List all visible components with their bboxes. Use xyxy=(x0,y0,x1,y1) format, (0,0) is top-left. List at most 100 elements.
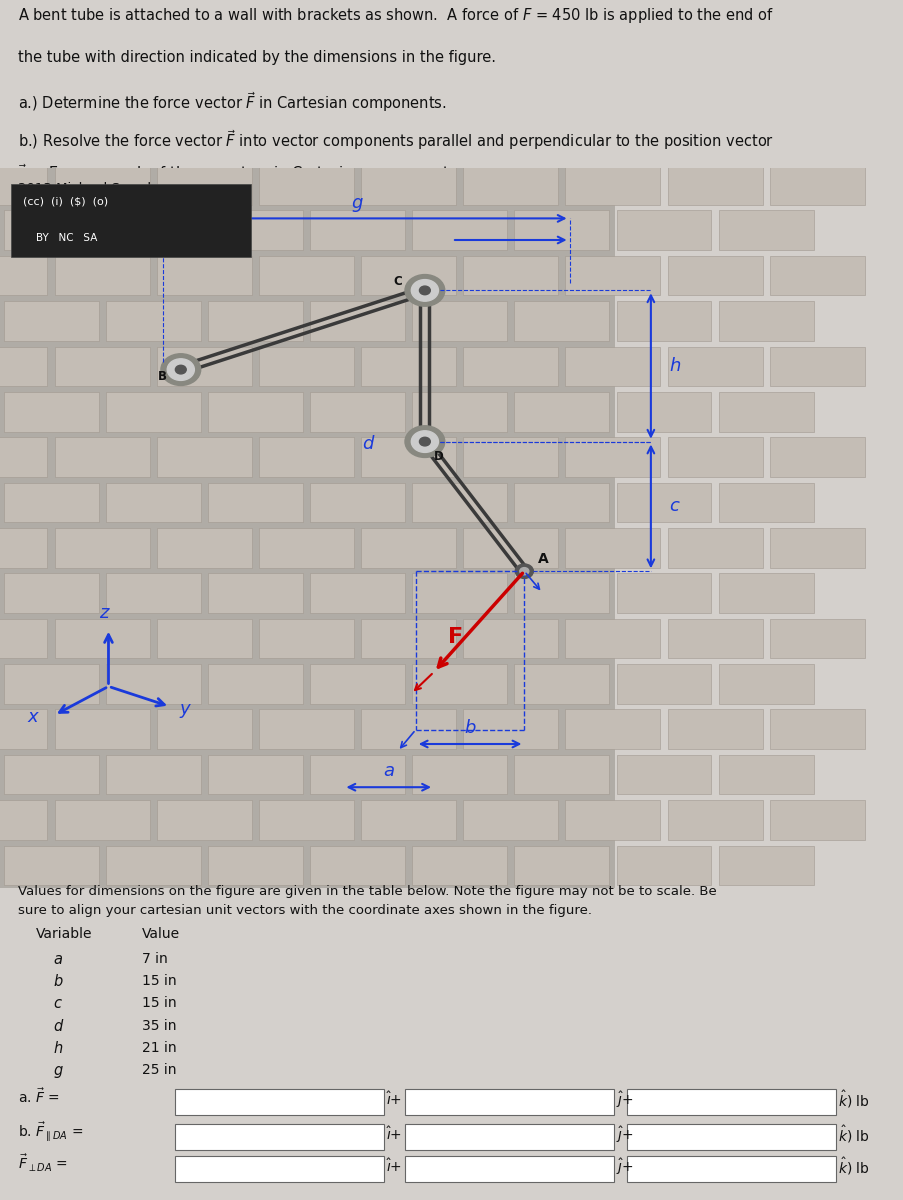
FancyBboxPatch shape xyxy=(208,392,303,432)
Text: 15 in: 15 in xyxy=(142,996,177,1010)
Text: Variable: Variable xyxy=(36,926,92,941)
FancyBboxPatch shape xyxy=(310,755,405,794)
FancyBboxPatch shape xyxy=(4,574,98,613)
Text: (cc)  (i)  ($)  (o): (cc) (i) ($) (o) xyxy=(23,197,107,206)
Text: $\hat{k}$) lb: $\hat{k}$) lb xyxy=(837,1090,869,1110)
FancyBboxPatch shape xyxy=(208,755,303,794)
FancyBboxPatch shape xyxy=(4,29,98,68)
FancyBboxPatch shape xyxy=(667,437,762,476)
FancyBboxPatch shape xyxy=(0,528,48,568)
FancyBboxPatch shape xyxy=(463,166,558,205)
FancyBboxPatch shape xyxy=(208,664,303,703)
FancyBboxPatch shape xyxy=(718,120,813,160)
FancyBboxPatch shape xyxy=(616,846,711,886)
FancyBboxPatch shape xyxy=(565,0,659,23)
FancyBboxPatch shape xyxy=(4,392,98,432)
Text: $a$: $a$ xyxy=(382,762,395,780)
FancyBboxPatch shape xyxy=(361,800,456,840)
FancyBboxPatch shape xyxy=(157,619,251,659)
FancyBboxPatch shape xyxy=(514,301,609,341)
FancyBboxPatch shape xyxy=(718,29,813,68)
Text: b.) Resolve the force vector $\vec{F}$ into vector components parallel and perpe: b.) Resolve the force vector $\vec{F}$ i… xyxy=(18,127,773,151)
FancyBboxPatch shape xyxy=(106,664,200,703)
FancyBboxPatch shape xyxy=(208,210,303,250)
FancyBboxPatch shape xyxy=(106,755,200,794)
FancyBboxPatch shape xyxy=(667,619,762,659)
FancyBboxPatch shape xyxy=(310,482,405,522)
Text: 21 in: 21 in xyxy=(142,1040,177,1055)
Circle shape xyxy=(175,365,186,374)
Text: A bent tube is attached to a wall with brackets as shown.  A force of $F$ = 450 : A bent tube is attached to a wall with b… xyxy=(18,6,773,25)
FancyBboxPatch shape xyxy=(310,392,405,432)
FancyBboxPatch shape xyxy=(361,166,456,205)
Text: g: g xyxy=(53,1063,62,1079)
FancyBboxPatch shape xyxy=(412,210,507,250)
Text: b. $\vec{F}_{\parallel DA}$ =: b. $\vec{F}_{\parallel DA}$ = xyxy=(18,1120,83,1144)
FancyBboxPatch shape xyxy=(4,210,98,250)
FancyBboxPatch shape xyxy=(106,29,200,68)
FancyBboxPatch shape xyxy=(259,619,354,659)
FancyBboxPatch shape xyxy=(769,166,864,205)
FancyBboxPatch shape xyxy=(412,29,507,68)
FancyBboxPatch shape xyxy=(157,347,251,386)
FancyBboxPatch shape xyxy=(667,0,762,23)
FancyBboxPatch shape xyxy=(106,846,200,886)
Circle shape xyxy=(419,437,430,446)
FancyBboxPatch shape xyxy=(174,1124,384,1150)
FancyBboxPatch shape xyxy=(208,574,303,613)
Text: $h$: $h$ xyxy=(668,358,680,374)
FancyBboxPatch shape xyxy=(463,528,558,568)
FancyBboxPatch shape xyxy=(626,1090,835,1115)
FancyBboxPatch shape xyxy=(106,574,200,613)
FancyBboxPatch shape xyxy=(55,619,150,659)
FancyBboxPatch shape xyxy=(0,74,48,114)
Text: a: a xyxy=(53,952,62,967)
FancyBboxPatch shape xyxy=(463,800,558,840)
Text: c: c xyxy=(53,996,61,1012)
Text: $c$: $c$ xyxy=(668,497,680,516)
FancyBboxPatch shape xyxy=(463,74,558,114)
FancyBboxPatch shape xyxy=(0,166,48,205)
Text: $\hat{\jmath}$+: $\hat{\jmath}$+ xyxy=(616,1124,633,1145)
FancyBboxPatch shape xyxy=(4,482,98,522)
FancyBboxPatch shape xyxy=(769,74,864,114)
FancyBboxPatch shape xyxy=(626,1156,835,1182)
FancyBboxPatch shape xyxy=(667,709,762,749)
FancyBboxPatch shape xyxy=(157,437,251,476)
FancyBboxPatch shape xyxy=(157,528,251,568)
Circle shape xyxy=(405,426,444,457)
Text: $\hat{k}$) lb: $\hat{k}$) lb xyxy=(837,1124,869,1146)
FancyBboxPatch shape xyxy=(55,709,150,749)
FancyBboxPatch shape xyxy=(565,166,659,205)
FancyBboxPatch shape xyxy=(157,166,251,205)
Text: a.) Determine the force vector $\vec{F}$ in Cartesian components.: a.) Determine the force vector $\vec{F}$… xyxy=(18,90,446,114)
FancyBboxPatch shape xyxy=(514,29,609,68)
FancyBboxPatch shape xyxy=(514,664,609,703)
FancyBboxPatch shape xyxy=(11,184,251,257)
FancyBboxPatch shape xyxy=(208,482,303,522)
FancyBboxPatch shape xyxy=(55,0,150,23)
FancyBboxPatch shape xyxy=(106,482,200,522)
FancyBboxPatch shape xyxy=(4,664,98,703)
Text: Values for dimensions on the figure are given in the table below. Note the figur: Values for dimensions on the figure are … xyxy=(18,886,716,898)
Text: $\hat{k}$) lb: $\hat{k}$) lb xyxy=(837,1156,869,1177)
FancyBboxPatch shape xyxy=(718,574,813,613)
FancyBboxPatch shape xyxy=(769,800,864,840)
FancyBboxPatch shape xyxy=(412,574,507,613)
Text: $b$: $b$ xyxy=(463,719,476,737)
FancyBboxPatch shape xyxy=(361,619,456,659)
Circle shape xyxy=(167,359,194,380)
FancyBboxPatch shape xyxy=(514,846,609,886)
FancyBboxPatch shape xyxy=(514,392,609,432)
Text: C: C xyxy=(393,275,402,288)
FancyBboxPatch shape xyxy=(259,256,354,295)
FancyBboxPatch shape xyxy=(463,0,558,23)
FancyBboxPatch shape xyxy=(259,800,354,840)
FancyBboxPatch shape xyxy=(463,347,558,386)
FancyBboxPatch shape xyxy=(616,482,711,522)
FancyBboxPatch shape xyxy=(514,755,609,794)
Circle shape xyxy=(419,286,430,295)
Text: BY   NC   SA: BY NC SA xyxy=(36,233,98,242)
FancyBboxPatch shape xyxy=(769,528,864,568)
FancyBboxPatch shape xyxy=(616,755,711,794)
